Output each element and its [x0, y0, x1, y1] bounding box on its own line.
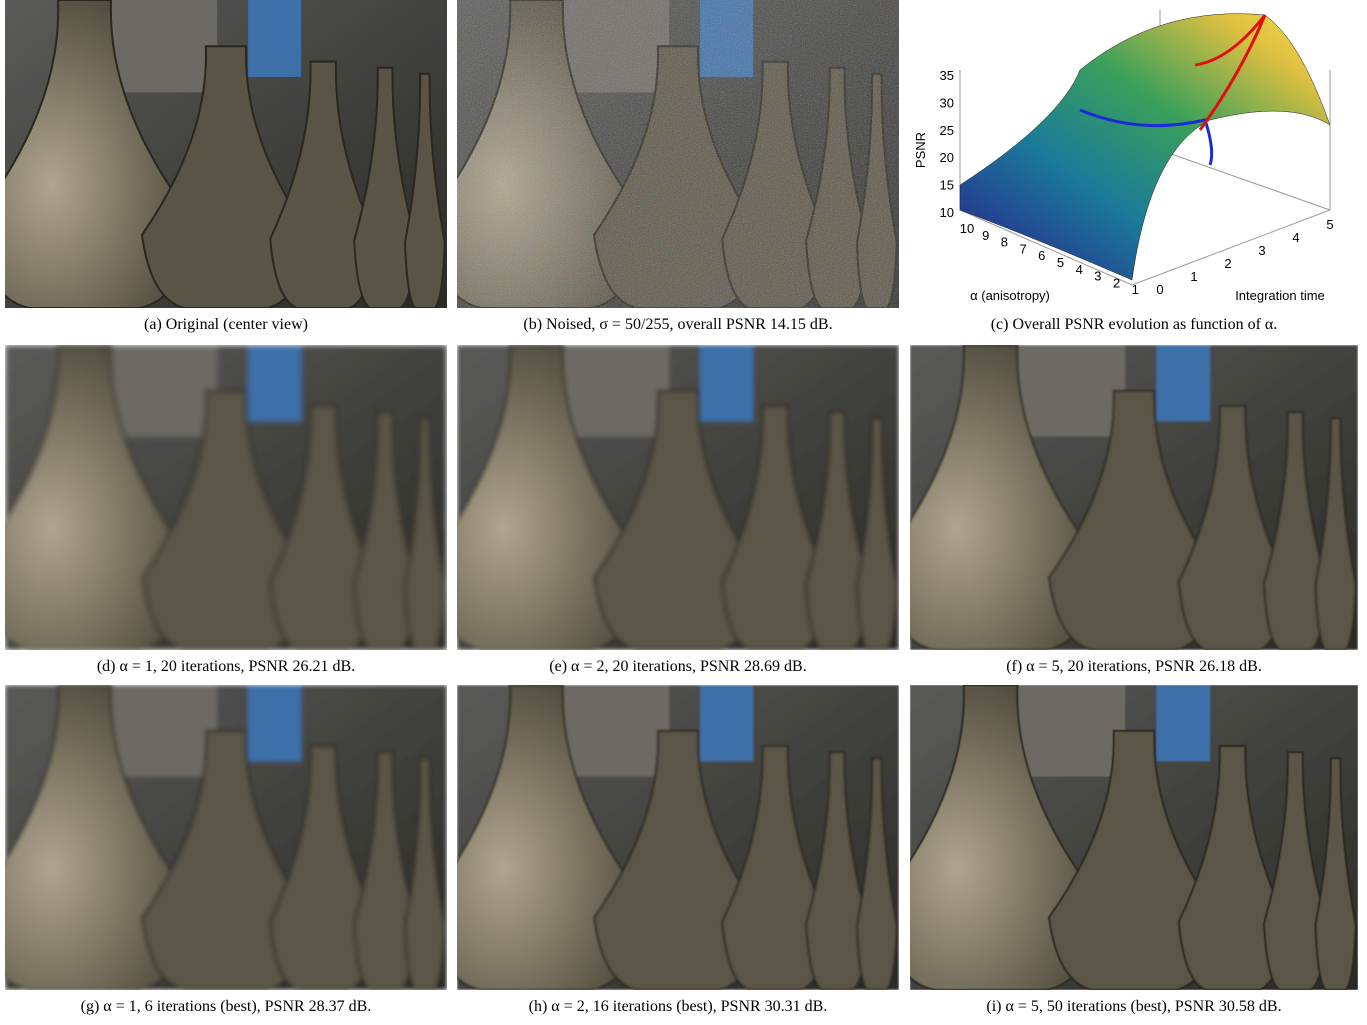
time-tick-label: 1: [1190, 269, 1197, 284]
scene: [457, 345, 899, 650]
scene: [910, 345, 1358, 650]
z-tick-label: 10: [940, 205, 954, 220]
noise: [457, 0, 899, 308]
caption: (b) Noised, σ = 50/255, overall PSNR 14.…: [457, 316, 899, 334]
alpha-tick-label: 7: [1019, 241, 1026, 256]
caption: (e) α = 2, 20 iterations, PSNR 28.69 dB.: [457, 658, 899, 676]
photo: [457, 685, 899, 990]
caption: (i) α = 5, 50 iterations (best), PSNR 30…: [910, 998, 1358, 1016]
alpha-tick-label: 4: [1076, 262, 1083, 277]
z-axis-label: PSNR: [913, 132, 928, 168]
alpha-tick-label: 1: [1132, 282, 1139, 297]
photo: [5, 685, 447, 990]
photo: [457, 345, 899, 650]
caption: (f) α = 5, 20 iterations, PSNR 26.18 dB.: [910, 658, 1358, 676]
time-tick-label: 4: [1292, 230, 1299, 245]
time-tick-label: 3: [1258, 243, 1265, 258]
sky: [1156, 345, 1210, 421]
figure: {"panels":[ {"caption":"(a) Original (ce…: [0, 0, 1367, 1025]
time-tick-label: 5: [1326, 217, 1333, 232]
scene: [5, 345, 447, 650]
z-tick-label: 35: [940, 68, 954, 83]
caption: (c) Overall PSNR evolution as function o…: [910, 316, 1358, 334]
caption: (g) α = 1, 6 iterations (best), PSNR 28.…: [5, 998, 447, 1016]
time-tick-label: 0: [1156, 282, 1163, 297]
scene: [5, 0, 447, 308]
alpha-tick-label: 3: [1094, 269, 1101, 284]
caption: (d) α = 1, 20 iterations, PSNR 26.21 dB.: [5, 658, 447, 676]
photo: [5, 0, 447, 308]
surface: [960, 14, 1330, 280]
z-tick-label: 15: [940, 178, 954, 193]
scene: [457, 685, 899, 990]
photo: [457, 0, 899, 308]
caption: (h) α = 2, 16 iterations (best), PSNR 30…: [457, 998, 899, 1016]
alpha-tick-label: 9: [982, 228, 989, 243]
alpha-tick-label: 10: [960, 221, 974, 236]
caption: (a) Original (center view): [5, 316, 447, 334]
sky: [700, 345, 753, 421]
time-tick-label: 2: [1224, 256, 1231, 271]
alpha-tick-label: 2: [1113, 275, 1120, 290]
x-axis-label: α (anisotropy): [970, 288, 1050, 303]
sky: [700, 685, 753, 761]
y-axis-label: Integration time: [1235, 288, 1325, 303]
scene: [910, 685, 1358, 990]
z-tick-label: 25: [940, 123, 954, 138]
sky: [1156, 685, 1210, 761]
sky: [248, 685, 301, 761]
photo: [910, 345, 1358, 650]
scene: [5, 685, 447, 990]
photo: [5, 345, 447, 650]
sky: [248, 0, 301, 77]
sky: [248, 345, 301, 421]
z-tick-label: 30: [940, 95, 954, 110]
photo: [910, 685, 1358, 990]
alpha-tick-label: 6: [1038, 248, 1045, 263]
alpha-tick-label: 8: [1001, 235, 1008, 250]
alpha-tick-label: 5: [1057, 255, 1064, 270]
z-tick-label: 20: [940, 150, 954, 165]
